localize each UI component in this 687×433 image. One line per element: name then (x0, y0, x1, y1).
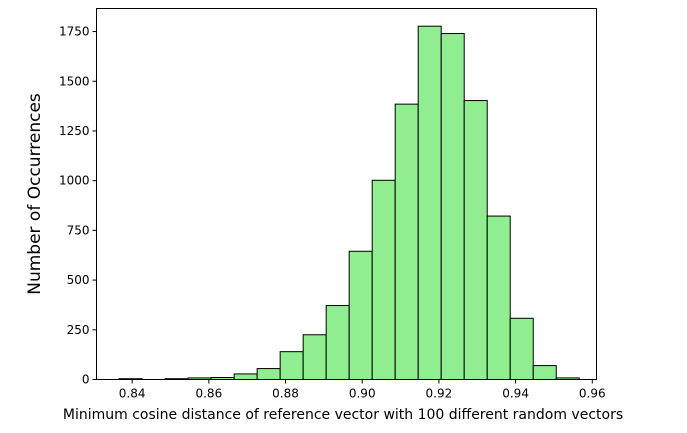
y-axis-label: Number of Occurrences (25, 93, 45, 295)
x-tick-label: 0.94 (502, 387, 529, 401)
y-axis-ticks: 0 250 500 750 1000 1250 1500 1750 (59, 25, 97, 387)
y-tick-label: 250 (67, 323, 90, 337)
histogram-bar (417, 25, 442, 381)
bars-group (118, 25, 580, 381)
x-tick-label: 0.84 (119, 387, 146, 401)
histogram-bar (325, 305, 350, 380)
y-tick-label: 1500 (59, 74, 90, 88)
histogram-bar (279, 351, 304, 381)
histogram-bar (256, 368, 281, 381)
x-tick-label: 0.96 (579, 387, 606, 401)
y-tick-label: 1000 (59, 174, 90, 188)
histogram-bar (233, 373, 258, 381)
plot-frame (96, 8, 597, 380)
histogram-bar (302, 334, 327, 380)
histogram-bar (371, 179, 396, 380)
y-tick-label: 0 (82, 373, 90, 387)
histogram-bar (394, 103, 419, 380)
y-tick-label: 1250 (59, 124, 90, 138)
histogram-bar (440, 33, 465, 380)
histogram-bar (348, 250, 373, 380)
x-axis-label: Minimum cosine distance of reference vec… (63, 407, 623, 423)
y-tick-label: 750 (67, 223, 90, 237)
y-tick-label: 500 (67, 273, 90, 287)
histogram-bar (486, 215, 511, 380)
x-tick-label: 0.92 (426, 387, 453, 401)
x-axis-ticks: 0.84 0.86 0.88 0.90 0.92 0.94 0.96 (119, 379, 606, 401)
y-tick-label: 1750 (59, 25, 90, 39)
histogram-bar (532, 365, 557, 380)
x-tick-label: 0.90 (349, 387, 376, 401)
histogram-bar (509, 317, 534, 380)
x-tick-label: 0.88 (272, 387, 299, 401)
histogram-bar (463, 100, 488, 380)
x-tick-label: 0.86 (195, 387, 222, 401)
